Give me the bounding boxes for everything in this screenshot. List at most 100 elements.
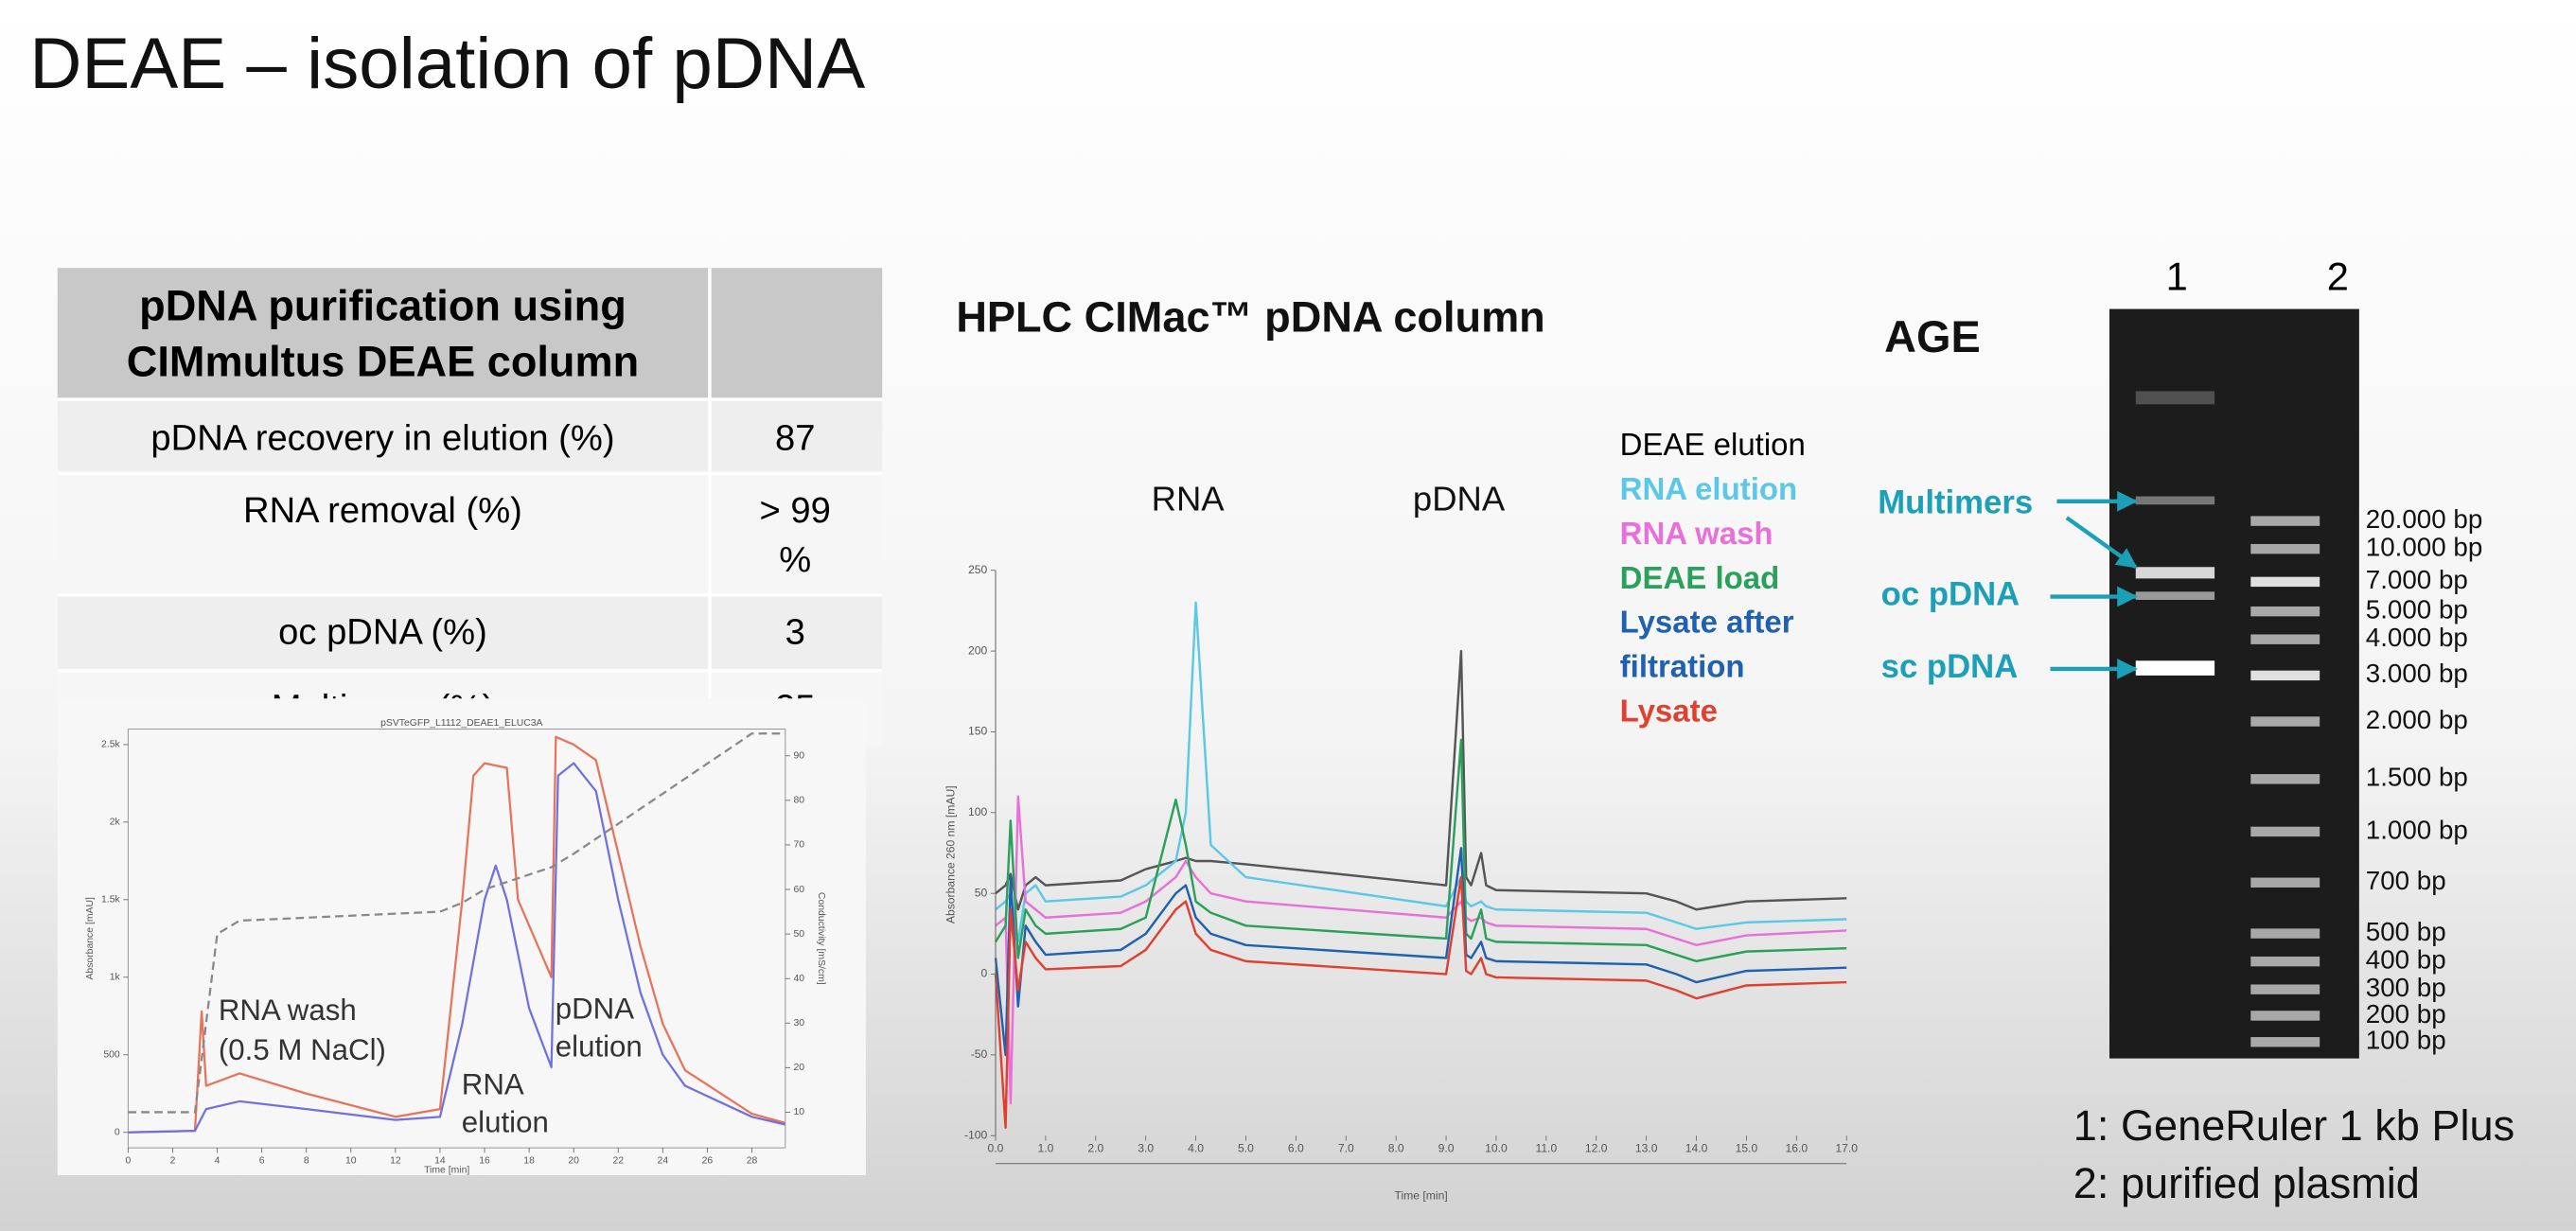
annotation: RNA [462,1067,524,1100]
y-axis-label: Absorbance 260 nm [mAU] [944,785,957,923]
y-axis-label: Absorbance [mAU] [85,897,96,979]
annotation: elution [462,1105,549,1138]
ladder-band [2250,606,2320,617]
x-tick-label: 13.0 [1635,1141,1658,1154]
x-tick-label: 0.0 [988,1141,1004,1154]
table-cell: 87 [775,418,815,459]
y2-tick-label: 90 [793,751,804,762]
ladder-label: 500 bp [2366,917,2446,946]
x-tick-label: 10.0 [1485,1141,1508,1154]
ladder-band [2250,956,2320,967]
ladder-label: 400 bp [2366,944,2446,974]
band [2135,496,2215,505]
x-tick-label: 12.0 [1585,1141,1608,1154]
x-tick-label: 4 [215,1156,221,1167]
table-cell: % [779,539,811,580]
hplc-chart: HPLC CIMac™ pDNA column Time [min] Absor… [944,293,1858,1203]
table-row [57,473,883,595]
series-line [128,762,786,1134]
y-tick-label: 500 [103,1050,120,1061]
ladder-label: 2.000 bp [2366,705,2468,734]
x-tick-label: 11.0 [1535,1141,1557,1154]
x-tick-label: 1.0 [1037,1141,1053,1154]
y2-tick-label: 50 [793,929,804,940]
ladder-band [2250,928,2320,939]
annotation: elution [556,1029,643,1063]
y-tick-label: 2k [110,818,121,828]
y-tick-label: 100 [968,805,987,818]
x-tick-label: 6.0 [1288,1141,1304,1154]
ladder-label: 700 bp [2366,866,2446,895]
x-tick-label: 5.0 [1238,1141,1254,1154]
x-tick-label: 18 [523,1156,535,1167]
plot-frame [127,729,786,1149]
gel-legend: 2: purified plasmid [2073,1159,2420,1207]
ladder-label: 5.000 bp [2366,594,2468,624]
x-tick-label: 16 [479,1156,490,1167]
x-tick-label: 10 [345,1156,357,1167]
y2-axis-label: Conductivity [mS/cm] [816,892,826,985]
y2-tick-label: 40 [793,974,804,984]
annotation: RNA [1152,479,1226,518]
table-header-text: CIMmultus DEAE column [127,338,639,386]
series-line [994,847,1847,1057]
x-tick-label: 24 [658,1156,669,1167]
series-line [128,732,785,1114]
ladder-band [2250,670,2320,681]
ladder-label: 300 bp [2366,973,2446,1002]
y-tick-label: -100 [964,1128,988,1141]
y-tick-label: 1k [110,973,121,983]
x-tick-label: 20 [568,1156,579,1167]
x-tick-label: 3.0 [1138,1141,1154,1154]
ladder-band [2250,516,2320,526]
table-cell: oc pDNA (%) [278,612,487,653]
lane-label: 1 [2166,254,2188,298]
ladder-band [2250,826,2320,837]
ladder-label: 1.000 bp [2366,815,2468,844]
ladder-label: 20.000 bp [2366,504,2482,534]
table-cell: > 99 [760,490,831,531]
x-tick-label: 14 [434,1156,446,1167]
ladder-label: 10.000 bp [2366,532,2482,561]
legend-entry: DEAE elution [1619,429,1806,464]
legend-entry: Lysate [1619,695,1718,730]
y-tick-label: 0 [981,967,988,980]
table-row [57,399,883,474]
table-cell: 3 [785,612,805,653]
x-tick-label: 16.0 [1786,1141,1808,1154]
series-line [994,738,1847,963]
y2-tick-label: 10 [793,1107,804,1117]
ladder-band [2250,877,2320,888]
chromatogram-panel [57,698,866,1175]
ladder-band [2250,984,2320,994]
legend: DEAE elution RNA elution RNA wash DEAE load… [1619,429,1806,730]
x-tick-label: 2 [170,1156,176,1167]
y2-tick-label: 30 [793,1018,804,1029]
y-tick-label: -50 [971,1047,988,1061]
legend-entry: RNA wash [1619,518,1773,553]
series-line [995,649,1847,911]
ladder-band [2250,543,2320,554]
x-tick-label: 7.0 [1338,1141,1354,1154]
ladder-band [2250,716,2320,727]
x-axis-label: Time [min] [424,1165,469,1175]
x-tick-label: 17.0 [1835,1141,1858,1154]
gel-legend: 1: GeneRuler 1 kb Plus [2073,1101,2514,1150]
x-tick-label: 22 [612,1156,624,1167]
ladder-label: 200 bp [2366,999,2446,1029]
ladder-band [2250,774,2320,784]
table: pDNA purification using CIMmultus DEAE c… [57,268,883,747]
y2-tick-label: 20 [793,1063,804,1073]
legend-entry: DEAE load [1619,562,1780,597]
x-tick-label: 9.0 [1438,1141,1455,1154]
table-header-text: pDNA purification using [139,281,626,329]
legend-entry: RNA elution [1619,473,1798,508]
x-tick-label: 14.0 [1685,1141,1708,1154]
ladder-band [2250,576,2320,588]
legend-entry: Lysate after filtration [1619,606,1794,686]
y2-tick-label: 80 [793,796,804,806]
y-tick-label: 250 [968,563,987,576]
